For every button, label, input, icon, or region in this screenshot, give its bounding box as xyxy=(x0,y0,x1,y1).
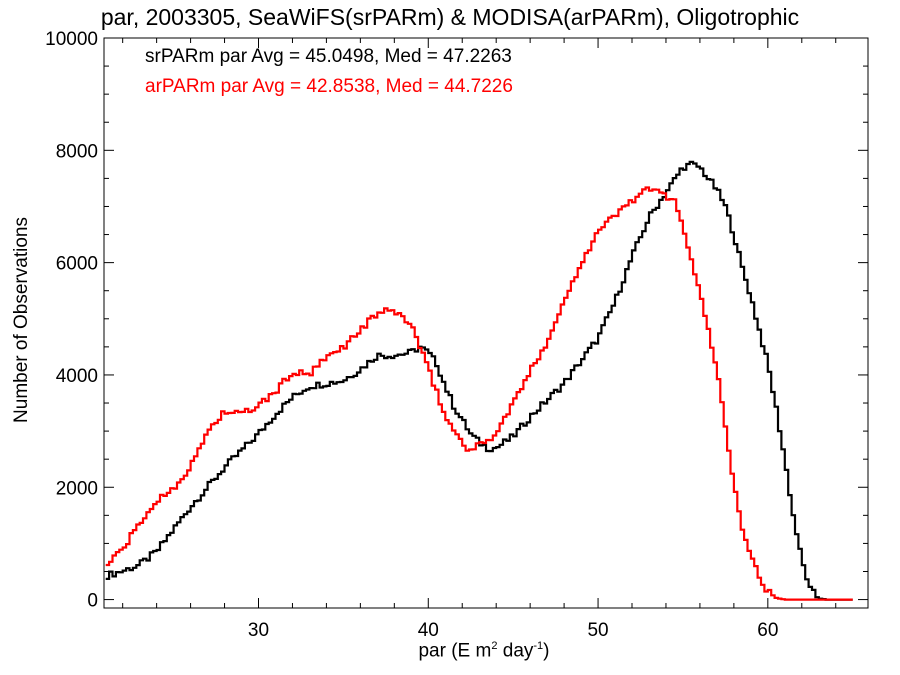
legend-arparm-stats: arPARm par Avg = 42.8538, Med = 44.7226 xyxy=(145,76,513,97)
x-axis-label-mid: day xyxy=(497,640,534,662)
series-layer xyxy=(105,160,853,601)
chart-title: par, 2003305, SeaWiFS(srPARm) & MODISA(a… xyxy=(100,4,800,30)
y-tick-label: 8000 xyxy=(56,141,98,162)
x-tick-label: 30 xyxy=(248,620,269,641)
y-tick-label: 4000 xyxy=(56,366,98,387)
x-axis-label-sup1: 2 xyxy=(491,640,498,652)
x-axis-label-sup2: -1 xyxy=(533,640,544,652)
x-tick-label: 40 xyxy=(418,620,439,641)
y-tick-label: 10000 xyxy=(45,29,98,50)
x-axis-label-end: ) xyxy=(543,640,550,662)
y-tick-label: 0 xyxy=(87,591,98,612)
x-axis-label-main: par (E m xyxy=(418,640,492,662)
plot-frame xyxy=(103,37,869,609)
x-tick-label: 60 xyxy=(757,620,778,641)
y-tick-label: 6000 xyxy=(56,254,98,275)
legend-srparm-stats: srPARm par Avg = 45.0498, Med = 47.2263 xyxy=(145,46,512,67)
x-tick-label: 50 xyxy=(587,620,608,641)
axes-layer: 30 40 50 60 0 2000 4000 6000 8000 10000 xyxy=(45,29,868,641)
series-line-srPARm xyxy=(105,160,853,601)
y-axis-label: Number of Observations xyxy=(11,217,32,423)
x-axis-label: par (E m2 day-1) xyxy=(418,640,549,662)
series-line-arPARm xyxy=(105,186,853,601)
y-tick-label: 2000 xyxy=(56,478,98,499)
